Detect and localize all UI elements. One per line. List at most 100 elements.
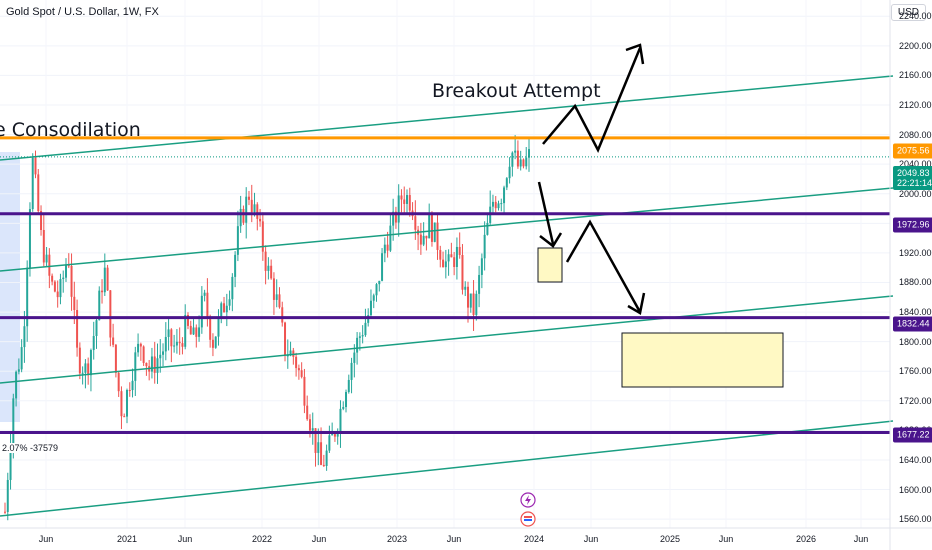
x-tick-label: 2025 — [659, 534, 681, 544]
candle-body — [514, 150, 517, 153]
candle-body — [439, 249, 442, 260]
y-tick-label: 2000.00 — [899, 188, 932, 199]
candle-body — [51, 275, 54, 282]
channel-upper-line[interactable] — [0, 75, 894, 161]
currency-selector[interactable]: USD — [890, 4, 926, 21]
candle-body — [42, 229, 45, 263]
candle-body — [428, 214, 431, 239]
candle-body — [117, 372, 120, 392]
candle-body — [425, 235, 428, 239]
bullish-arrowhead — [625, 43, 645, 65]
candle-body — [167, 329, 170, 337]
bar-countdown: 22:21:14 — [897, 178, 932, 188]
candle-body — [89, 350, 92, 376]
candle-body — [223, 303, 226, 313]
channel-mid-line[interactable] — [0, 187, 894, 272]
candle-body — [461, 254, 464, 290]
last-price-value: 2049.83 — [897, 168, 930, 178]
y-tick-label: 1640.00 — [899, 454, 932, 465]
candle-body — [375, 284, 378, 296]
candle-body — [350, 362, 353, 380]
x-tick-label: Jun — [446, 534, 462, 544]
candle-body — [162, 351, 165, 355]
candle-body — [192, 327, 195, 335]
candle-body — [328, 435, 331, 451]
candle-body — [131, 380, 134, 391]
candle-body — [480, 258, 483, 275]
candle-body — [406, 195, 409, 204]
candle-body — [200, 295, 203, 328]
bullish-projection-arrow[interactable] — [542, 47, 642, 153]
candle-body — [123, 416, 126, 418]
candles — [4, 135, 530, 521]
bearish-projection-arrow[interactable] — [565, 219, 642, 313]
x-tick-label: 2024 — [523, 534, 545, 544]
candle-body — [303, 376, 306, 406]
candle-body — [516, 150, 519, 167]
x-tick-label: 2023 — [386, 534, 408, 544]
candle-body — [120, 391, 123, 417]
candle-body — [56, 291, 59, 298]
candle-body — [234, 254, 237, 277]
candle-body — [261, 221, 264, 252]
candle-body — [408, 195, 411, 211]
candle-body — [467, 286, 470, 308]
candle-body — [311, 428, 314, 431]
candle-body — [378, 280, 381, 285]
candle-body — [23, 326, 26, 348]
candle-body — [84, 363, 87, 373]
candle-body — [528, 149, 530, 158]
candle-body — [389, 225, 392, 251]
candle-body — [372, 295, 375, 301]
selection-shade — [0, 152, 20, 422]
candle-body — [181, 343, 184, 347]
target-box-large[interactable] — [621, 332, 784, 388]
candle-body — [256, 204, 259, 219]
x-tick-label: Jun — [583, 534, 599, 544]
candle-body — [106, 267, 109, 291]
candle-body — [422, 235, 425, 245]
candle-body — [295, 356, 298, 369]
candle-body — [272, 278, 275, 300]
y-tick-label: 2200.00 — [899, 40, 932, 51]
candle-body — [331, 434, 334, 436]
candle-body — [220, 303, 223, 317]
channel-lower-line[interactable] — [0, 295, 894, 384]
candle-body — [128, 389, 131, 391]
drawings[interactable] — [0, 43, 894, 517]
pullback-arrow[interactable] — [537, 181, 555, 245]
channel-bottom-line[interactable] — [0, 420, 894, 517]
target-box-small[interactable] — [537, 247, 563, 283]
candle-body — [37, 174, 40, 212]
candle-body — [369, 300, 372, 316]
candle-body — [419, 234, 422, 245]
candle-body — [134, 352, 137, 381]
candle-body — [458, 246, 461, 255]
candle-body — [519, 159, 522, 167]
candle-body — [6, 479, 9, 512]
candle-body — [236, 226, 239, 255]
lightning-icon[interactable] — [520, 492, 536, 508]
y-tick-label: 1920.00 — [899, 247, 932, 258]
candle-body — [153, 356, 156, 373]
candle-body — [353, 352, 356, 363]
candle-body — [472, 293, 475, 315]
candle-body — [173, 345, 176, 347]
candle-body — [270, 265, 273, 279]
x-tick-label: Jun — [718, 534, 734, 544]
candle-body — [76, 310, 79, 348]
y-tick-label: 2160.00 — [899, 70, 932, 81]
candle-body — [159, 354, 162, 359]
candle-body — [59, 279, 62, 298]
candle-body — [383, 244, 386, 254]
candle-body — [336, 432, 339, 437]
candle-body — [195, 327, 198, 337]
candle-body — [98, 290, 101, 321]
candle-body — [478, 274, 481, 294]
candle-body — [278, 294, 281, 308]
candle-body — [17, 369, 20, 372]
candle-body — [297, 368, 300, 371]
x-tick-label: 2022 — [251, 534, 273, 544]
flag-icon[interactable] — [520, 511, 536, 527]
